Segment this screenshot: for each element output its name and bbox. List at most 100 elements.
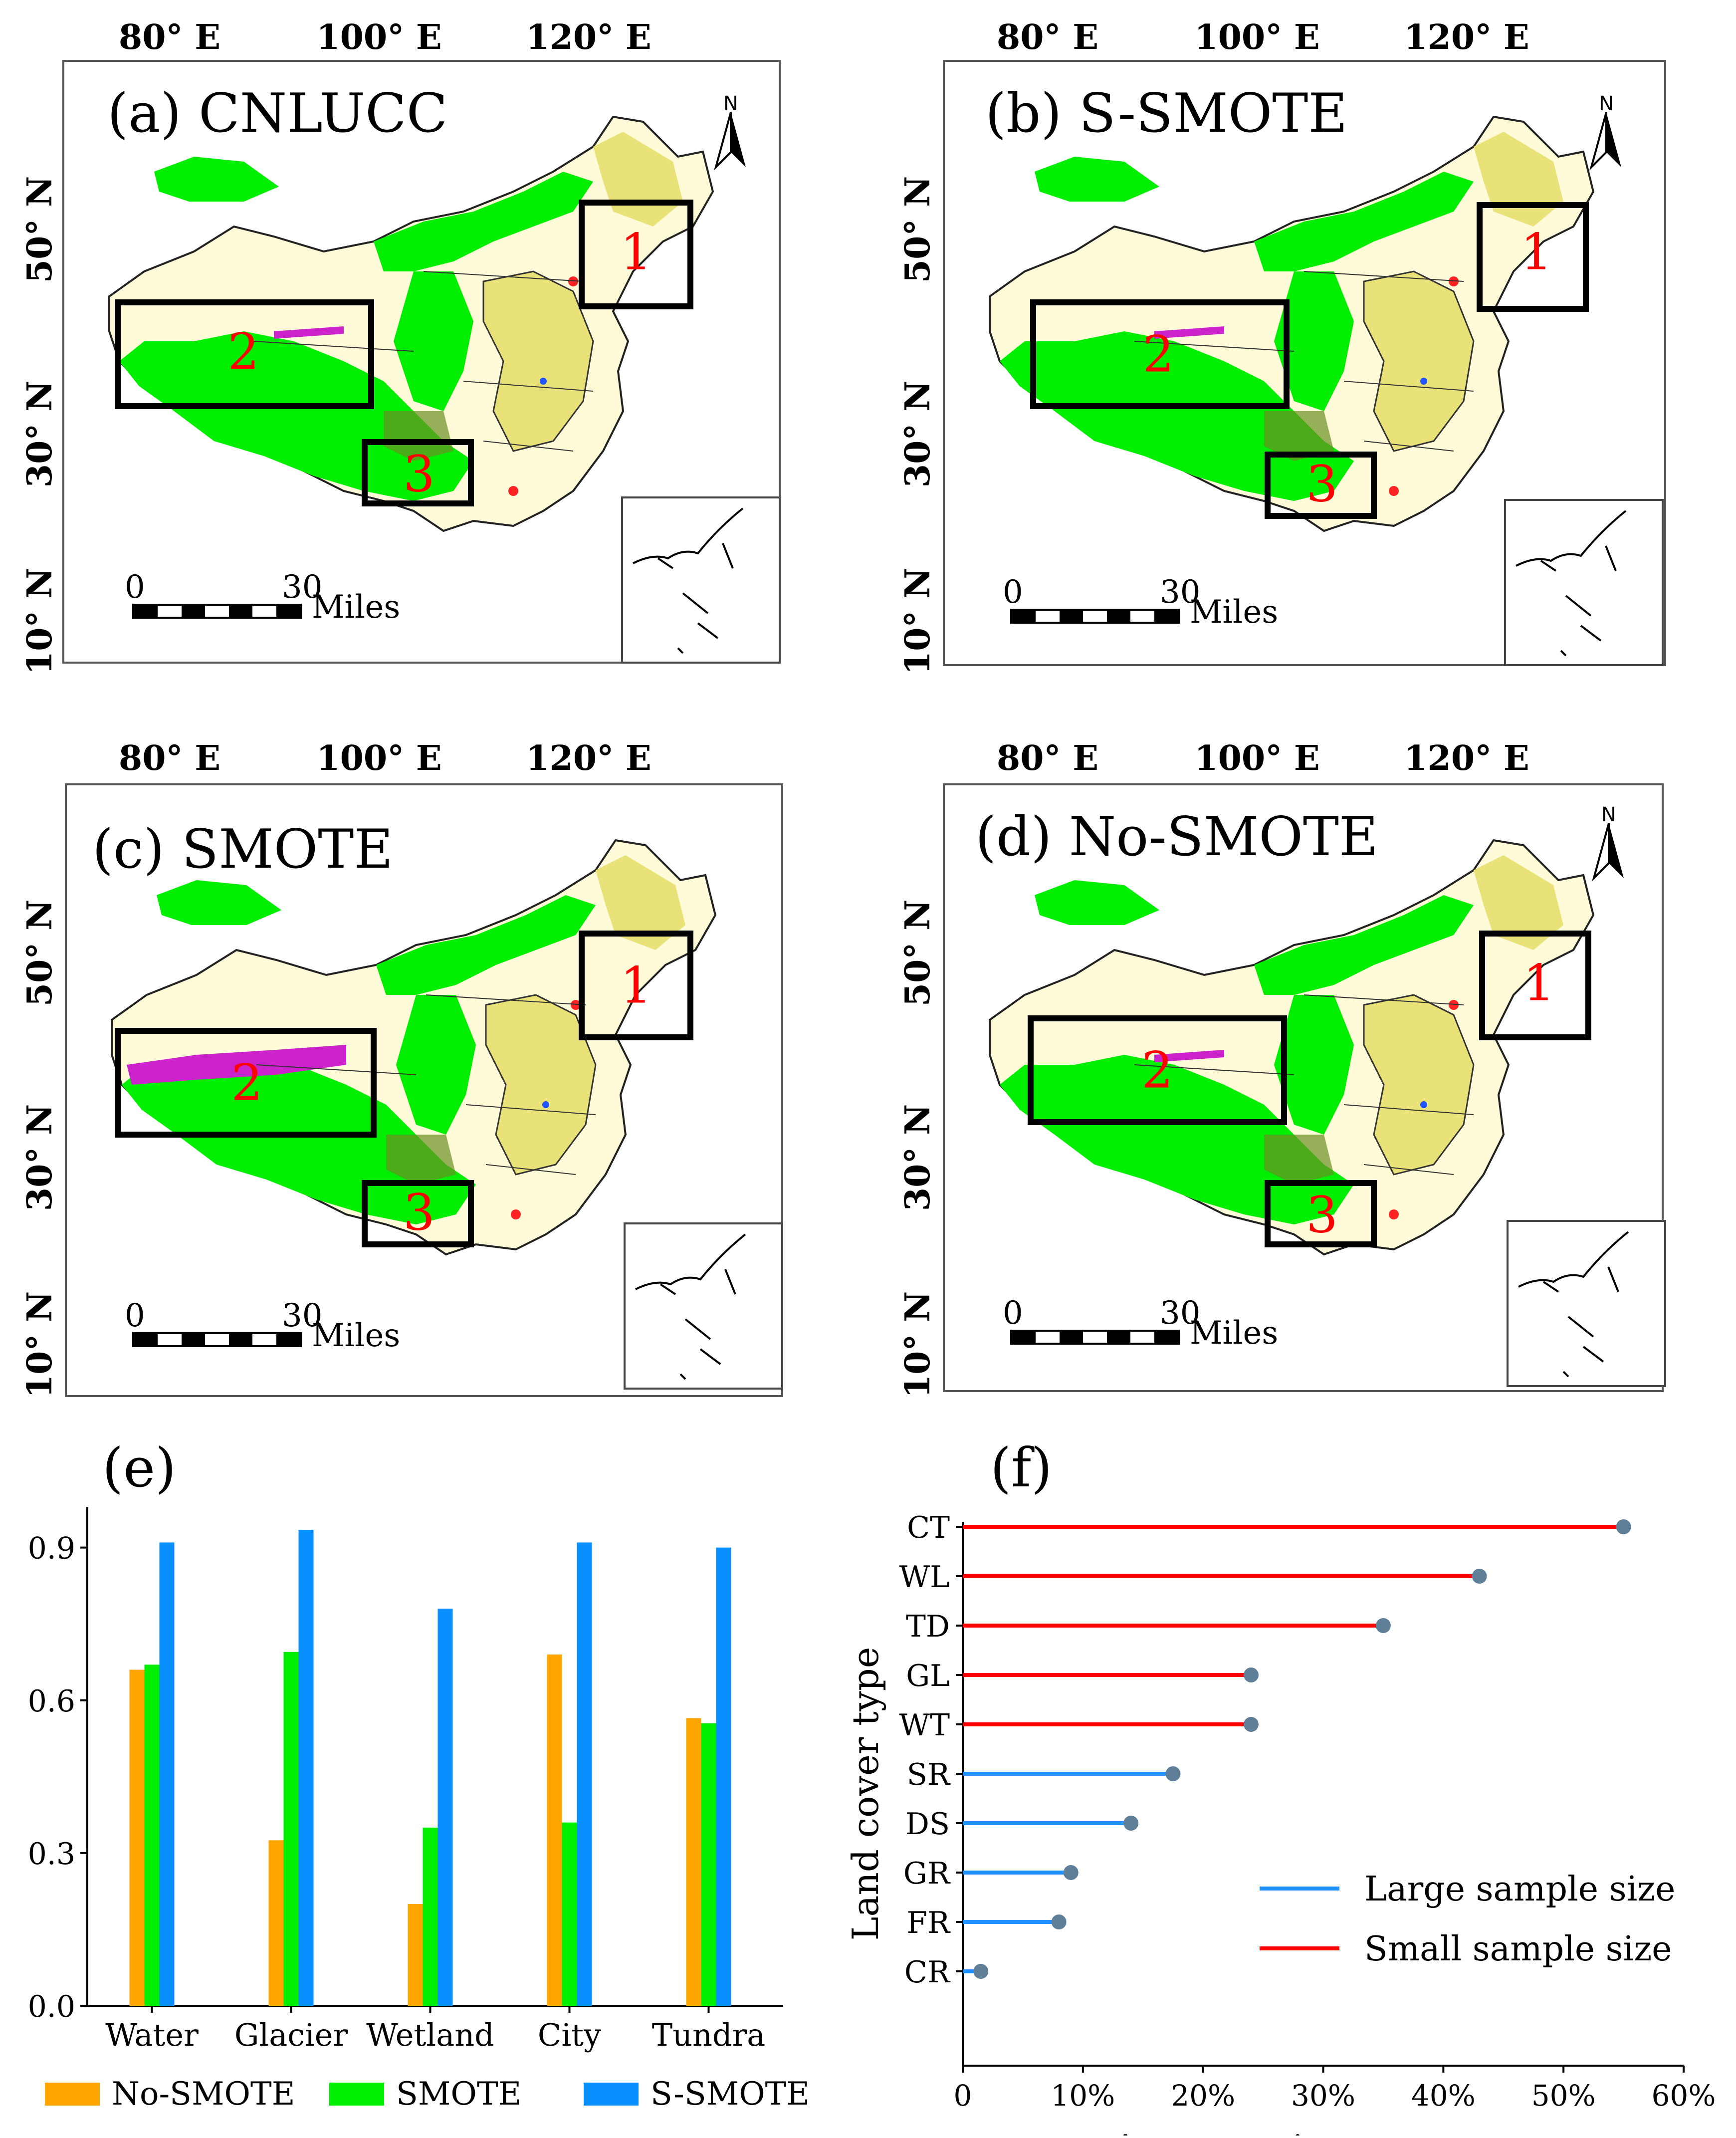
y-tick-label: CR xyxy=(904,1955,951,1990)
bar-chart: 0.0 0.3 0.6 0.9 Water Glacier Wetland City Tundr… xyxy=(28,1507,783,2053)
inset-islands xyxy=(1540,545,1617,657)
region-box-2 xyxy=(115,1028,377,1138)
scale-start-label: 0 xyxy=(125,1297,145,1334)
scale-segment xyxy=(276,1334,300,1345)
scale-segment xyxy=(1059,611,1084,622)
legend-swatch-smote xyxy=(329,2083,384,2106)
latitude-label: 30° N xyxy=(20,1104,60,1211)
longitude-label: 80° E xyxy=(996,17,1099,57)
region-label-1: 1 xyxy=(620,223,652,281)
scale-segment xyxy=(228,1334,253,1345)
scale-segment xyxy=(1083,1332,1107,1343)
map-title: (c) SMOTE xyxy=(92,818,394,881)
bar-no-smote xyxy=(129,1669,145,2006)
inset-coastline xyxy=(635,1233,746,1290)
region-box-1 xyxy=(579,931,693,1040)
bar-s-smote xyxy=(298,1529,314,2006)
region-box-3 xyxy=(362,439,474,506)
scale-end-label: 30 xyxy=(1160,574,1201,611)
y-tick-label: GR xyxy=(903,1856,951,1891)
longitude-label: 100° E xyxy=(1194,738,1320,778)
lollipop-dot xyxy=(1051,1914,1067,1929)
scale-end-label: 30 xyxy=(282,1297,323,1334)
y-tick-label: 0.3 xyxy=(28,1837,75,1872)
scale-unit-label: Miles xyxy=(312,1317,401,1354)
map-panel: 1 2 3 (a) CNLUCC 80° E 100° E 120° E 50° N 30° N… xyxy=(0,0,878,723)
x-tick-label: City xyxy=(538,2017,601,2053)
map-panel: 1 2 3 (c) SMOTE 80° E 100° E 120° E 50° N 30° N 1… xyxy=(0,723,878,1447)
x-tick-label: 20% xyxy=(1171,2079,1235,2113)
x-tick-label: 60% xyxy=(1652,2079,1716,2113)
scale-segment xyxy=(158,606,182,617)
north-label: N xyxy=(1599,92,1614,115)
city-marker xyxy=(508,486,518,496)
cropland-region-northeast xyxy=(596,855,685,950)
y-axis-title: Land cover type xyxy=(848,1647,886,1941)
legend-item-smote: SMOTE xyxy=(329,2076,521,2113)
water-marker xyxy=(1420,378,1427,385)
longitude-label: 100° E xyxy=(316,738,442,778)
x-tick-label: 40% xyxy=(1411,2079,1476,2113)
inset-map xyxy=(1516,510,1627,657)
glacier-region xyxy=(274,326,344,339)
scale-unit-label: Miles xyxy=(1190,594,1279,631)
cropland-region-east xyxy=(482,270,594,452)
city-marker xyxy=(1389,1209,1399,1219)
cropland-region-east xyxy=(485,994,597,1176)
china-map xyxy=(111,839,717,1256)
scale-segment xyxy=(228,606,253,617)
longitude-label: 100° E xyxy=(316,17,442,57)
forest-region-xinjiang xyxy=(157,880,281,925)
x-tick-label: Water xyxy=(105,2017,199,2053)
latitude-label: 30° N xyxy=(898,380,938,488)
legend-item-no-smote: No-SMOTE xyxy=(45,2076,295,2113)
longitude-label: 100° E xyxy=(1194,17,1320,57)
scale-segment xyxy=(1083,611,1107,622)
water-marker xyxy=(1420,1101,1427,1108)
forest-region-xinjiang xyxy=(1035,157,1159,202)
legend-label-no-smote: No-SMOTE xyxy=(112,2076,295,2113)
region-label-2: 2 xyxy=(227,322,259,381)
longitude-label: 80° E xyxy=(996,738,1099,778)
inset-map xyxy=(633,507,744,654)
bar-no-smote xyxy=(686,1718,701,2006)
region-label-3: 3 xyxy=(403,445,435,503)
x-tick-label: Glacier xyxy=(234,2017,348,2053)
city-marker xyxy=(1449,276,1459,286)
y-tick-label: 0.9 xyxy=(28,1531,75,1566)
north-arrow-icon: N xyxy=(1589,803,1629,883)
scale-bar xyxy=(1010,1330,1180,1345)
glacier-region xyxy=(127,1045,346,1085)
map-title: (a) CNLUCC xyxy=(107,82,448,145)
region-box-1 xyxy=(579,200,693,309)
scale-segment xyxy=(1106,611,1131,622)
x-tick-label: 50% xyxy=(1531,2079,1596,2113)
forest-region-central xyxy=(396,995,476,1135)
north-arrow-light xyxy=(1589,112,1607,171)
water-marker xyxy=(540,378,547,385)
forest-region-north xyxy=(1254,172,1474,271)
north-arrow-icon: N xyxy=(711,92,751,172)
y-tick-label: SR xyxy=(907,1757,951,1792)
lollipop-dot xyxy=(1063,1865,1079,1880)
scale-bar xyxy=(1010,609,1180,624)
city-marker xyxy=(571,1000,581,1010)
panel-e-label: (e) xyxy=(102,1437,177,1499)
y-tick-label: GL xyxy=(906,1659,950,1693)
north-arrow-icon: N xyxy=(1586,92,1626,172)
latitude-label: 10° N xyxy=(20,1291,60,1399)
scale-segment xyxy=(158,1334,182,1345)
bar-s-smote xyxy=(159,1542,175,2006)
map-title: (b) S-SMOTE xyxy=(985,82,1348,145)
x-tick-label: 0 xyxy=(954,2079,972,2113)
region-label-2: 2 xyxy=(1141,1041,1173,1100)
scale-segment xyxy=(1036,611,1060,622)
scale-segment xyxy=(1154,1332,1178,1343)
bar-smote xyxy=(144,1664,160,2006)
lollipop-dot xyxy=(1244,1667,1259,1682)
latitude-label: 50° N xyxy=(898,176,938,283)
map-frame xyxy=(943,783,1664,1392)
scale-start-label: 0 xyxy=(1003,1295,1023,1332)
forest-region-central xyxy=(1274,995,1354,1135)
inset-islands xyxy=(1542,1266,1619,1378)
